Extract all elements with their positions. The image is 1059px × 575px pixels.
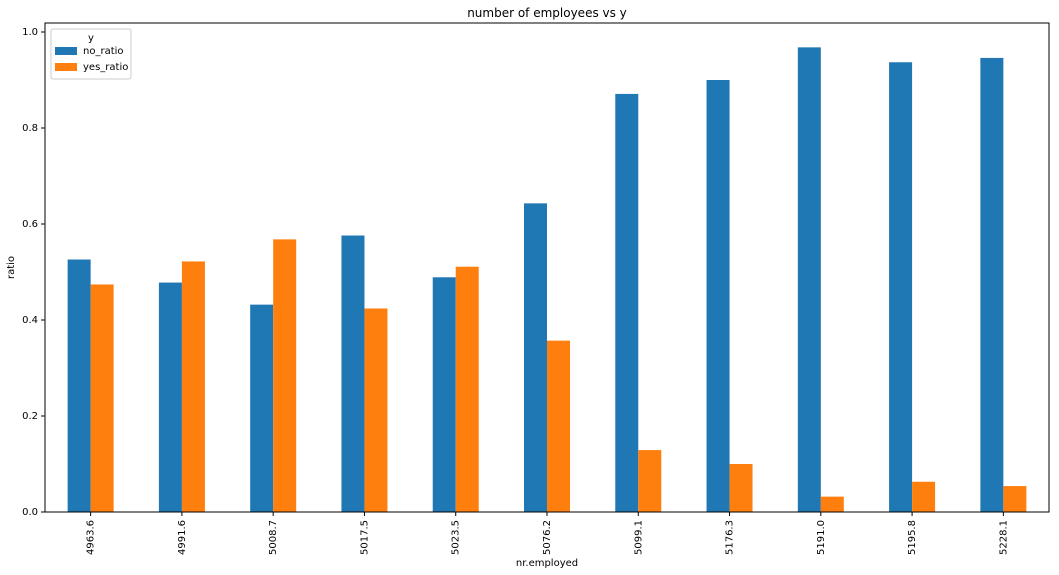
- bar-yes_ratio-4991.6: [181, 261, 205, 512]
- x-axis-label: nr.employed: [516, 558, 578, 569]
- y-tick-label: 0.4: [22, 315, 38, 326]
- bar-no_ratio-5099.1: [615, 93, 639, 513]
- bar-yes_ratio-5191.0: [820, 496, 844, 512]
- x-tick-label: 4963.6: [86, 520, 97, 555]
- legend-swatch-yes_ratio: [55, 63, 77, 71]
- x-tick-label: 5228.1: [998, 520, 1009, 555]
- plot-area: 4963.6 4991.6 5008.7 5017.5 5023.5 5076.2 5099…: [22, 22, 1050, 555]
- y-tick-label: 0.6: [22, 219, 38, 230]
- bar-yes_ratio-5017.5: [364, 308, 388, 512]
- legend-swatch-no_ratio: [55, 47, 77, 55]
- bar-no_ratio-5228.1: [980, 57, 1004, 513]
- x-tick-label: 5076.2: [542, 520, 553, 555]
- bar-yes_ratio-5008.7: [273, 239, 297, 513]
- bar-no_ratio-5023.5: [432, 277, 456, 512]
- bar-yes_ratio-5195.8: [912, 481, 936, 512]
- plot-frame: [44, 22, 1050, 513]
- bar-no_ratio-5017.5: [341, 235, 365, 512]
- y-tick-label: 0.2: [22, 411, 38, 422]
- bar-no_ratio-5176.3: [706, 80, 730, 512]
- x-tick-label: 5176.3: [725, 520, 736, 555]
- x-tick-label: 5099.1: [633, 520, 644, 555]
- x-tick-label: 5195.8: [907, 520, 918, 555]
- bar-yes_ratio-4963.6: [90, 284, 114, 512]
- y-tick-label: 0.8: [22, 123, 38, 134]
- bar-yes_ratio-5176.3: [729, 464, 753, 512]
- legend: y no_ratio yes_ratio: [50, 28, 132, 80]
- x-tick-label: 4991.6: [177, 520, 188, 555]
- chart-title: number of employees vs y: [467, 6, 627, 20]
- bar-no_ratio-5076.2: [524, 203, 547, 513]
- legend-label-yes_ratio: yes_ratio: [83, 62, 128, 73]
- legend-label-no_ratio: no_ratio: [83, 46, 124, 57]
- bar-no_ratio-4963.6: [67, 259, 91, 512]
- bar-no_ratio-4991.6: [158, 282, 182, 512]
- y-tick-label: 0.0: [22, 507, 38, 518]
- bar-no_ratio-5195.8: [889, 62, 913, 513]
- y-tick-label: 1.0: [22, 27, 38, 38]
- bar-yes_ratio-5023.5: [455, 266, 479, 512]
- x-tick-label: 5008.7: [268, 520, 279, 555]
- x-tick-label: 5191.0: [816, 520, 827, 555]
- x-tick-label: 5023.5: [451, 520, 462, 555]
- bar-no_ratio-5008.7: [250, 304, 274, 512]
- bar-no_ratio-5191.0: [797, 47, 821, 513]
- x-tick-label: 5017.5: [359, 520, 370, 555]
- bar-yes_ratio-5099.1: [638, 450, 662, 512]
- legend-title: y: [88, 33, 94, 44]
- bar-yes_ratio-5228.1: [1003, 486, 1027, 512]
- y-axis-label: ratio: [6, 256, 17, 279]
- bar-yes_ratio-5076.2: [547, 340, 570, 512]
